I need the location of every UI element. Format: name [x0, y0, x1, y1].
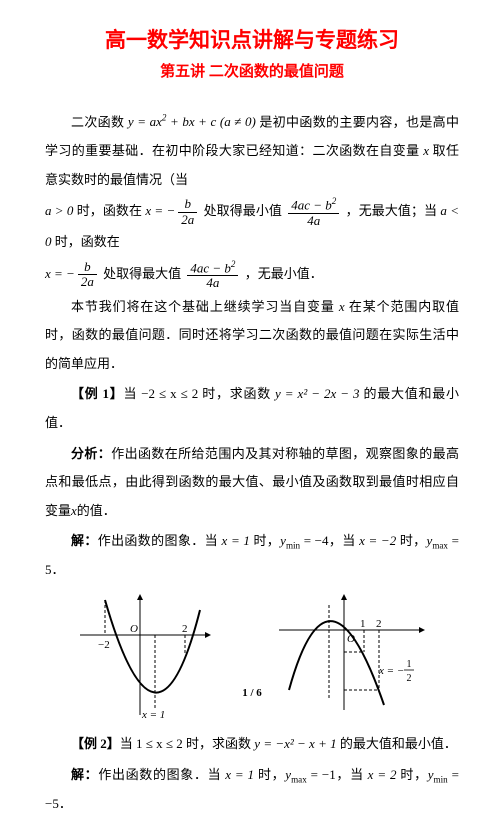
ex1-formula: y = x² − 2x − 3	[275, 386, 360, 401]
fig1-label-neg2: −2	[98, 639, 110, 651]
ex2-formula: y = −x² − x + 1	[254, 736, 336, 751]
frac-4acb-4a-2: 4ac − b24a	[187, 259, 238, 291]
sol2-text: 作出函数的图象．当	[98, 767, 221, 782]
sol-label: 解：	[71, 533, 98, 548]
x-eq: x = −	[145, 203, 175, 218]
ex2-text-b: 的最大值和最小值．	[337, 736, 457, 751]
fig2-label-1: 1	[360, 618, 366, 630]
formula-y: y = ax2 + bx + c (a ≠ 0)	[128, 114, 256, 129]
svg-text:x = −: x = −	[378, 665, 404, 677]
example-1: 【例 1】当 −2 ≤ x ≤ 2 时，求函数 y = x² − 2x − 3 …	[45, 380, 459, 437]
fig2-label-O: O	[347, 633, 355, 645]
title-sub: 第五讲 二次函数的最值问题	[45, 61, 459, 84]
var-x: x	[423, 143, 429, 158]
intro-paragraph-2: a > 0 时，函数在 x = −b2a 处取得最小值 4ac − b24a ，…	[45, 196, 459, 257]
ex1-text-a: 当 −2 ≤ x ≤ 2 时，求函数	[123, 386, 275, 401]
p2d: 时，函数在	[55, 234, 120, 249]
analysis-label: 分析：	[71, 446, 111, 461]
intro-paragraph-1: 二次函数 y = ax2 + bx + c (a ≠ 0) 是初中函数的主要内容…	[45, 108, 459, 194]
p3b: ，无最小值．	[245, 266, 323, 281]
sol2-label: 解：	[71, 767, 98, 782]
a-gt-0: a > 0	[45, 203, 73, 218]
analysis-text2: 的值．	[77, 503, 116, 518]
frac-b-2a-2: b2a	[78, 260, 97, 290]
fig1-label-x1: x = 1	[141, 709, 165, 720]
svg-text:1: 1	[407, 659, 412, 670]
title-main: 高一数学知识点讲解与专题练习	[45, 25, 459, 57]
p2b: 处取得最小值	[204, 203, 282, 218]
x-eq2: x = −	[45, 266, 75, 281]
intro-paragraph-4: 本节我们将在这个基础上继续学习当自变量 x 在某个范围内取值时，函数的最值问题．…	[45, 293, 459, 379]
fig1-label-2: 2	[182, 623, 188, 635]
fig2-label-2: 2	[376, 618, 382, 630]
p3a: 处取得最大值	[103, 266, 181, 281]
frac-4acb-4a: 4ac − b24a	[288, 196, 339, 228]
example-2: 【例 2】当 1 ≤ x ≤ 2 时，求函数 y = −x² − x + 1 的…	[45, 730, 459, 759]
frac-b-2a: b2a	[178, 197, 197, 227]
page-number: 1 / 6	[0, 681, 504, 705]
fig1-label-O: O	[130, 623, 138, 635]
var-x2: x	[339, 299, 345, 314]
p4a: 本节我们将在这个基础上继续学习当自变量	[71, 299, 335, 314]
document-page: 高一数学知识点讲解与专题练习 第五讲 二次函数的最值问题 二次函数 y = ax…	[0, 0, 504, 713]
p1a: 二次函数	[71, 114, 124, 129]
analysis: 分析：作出函数在所给范围内及其对称轴的草图，观察图象的最高点和最低点，由此得到函…	[45, 440, 459, 526]
ex2-text-a: 当 1 ≤ x ≤ 2 时，求函数	[120, 736, 255, 751]
ex1-label: 【例 1】	[71, 386, 123, 401]
solution-2: 解：作出函数的图象．当 x = 1 时，ymax = −1，当 x = 2 时，…	[45, 761, 459, 818]
intro-paragraph-3: x = −b2a 处取得最大值 4ac − b24a ，无最小值．	[45, 259, 459, 291]
solution-1: 解：作出函数的图象．当 x = 1 时，ymin = −4，当 x = −2 时…	[45, 527, 459, 584]
p2a: 时，函数在	[77, 203, 142, 218]
ex2-label: 【例 2】	[71, 736, 120, 751]
sol-text: 作出函数的图象．当	[98, 533, 218, 548]
p2c: ，无最大值；当	[346, 203, 437, 218]
